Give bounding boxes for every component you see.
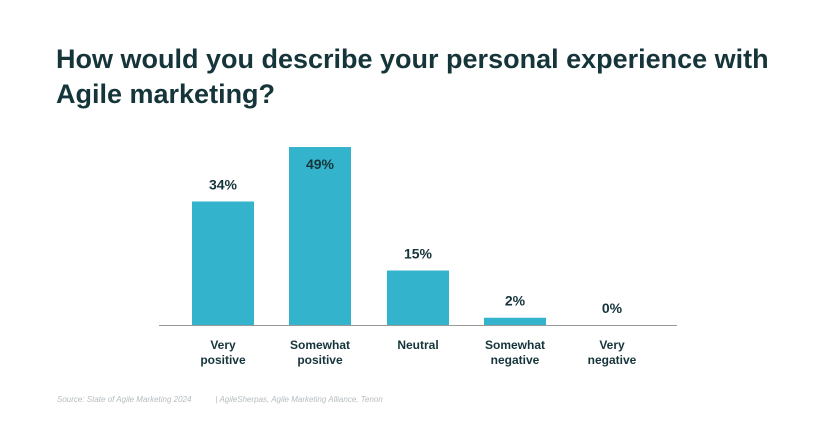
bar bbox=[289, 147, 351, 325]
category-label: negative bbox=[588, 353, 637, 367]
category-label: positive bbox=[200, 353, 246, 367]
category-label: Very bbox=[210, 338, 236, 352]
source-text: Source: State of Agile Marketing 2024 bbox=[57, 395, 192, 404]
category-label: positive bbox=[297, 353, 343, 367]
source-credits: | AgileSherpas, Agile Marketing Alliance… bbox=[215, 395, 383, 404]
category-label: Very bbox=[599, 338, 625, 352]
bar bbox=[387, 270, 449, 325]
category-label: Somewhat bbox=[290, 338, 350, 352]
category-label: negative bbox=[491, 353, 540, 367]
data-label: 0% bbox=[602, 300, 623, 316]
bar bbox=[484, 317, 546, 325]
source-note: Source: State of Agile Marketing 2024 | A… bbox=[57, 395, 383, 404]
data-label: 2% bbox=[505, 293, 526, 309]
category-label: Neutral bbox=[397, 338, 438, 352]
data-label: 34% bbox=[209, 176, 238, 192]
data-label: 15% bbox=[404, 246, 433, 262]
data-label: 49% bbox=[306, 156, 335, 172]
chart-title: How would you describe your personal exp… bbox=[56, 44, 769, 109]
bar bbox=[192, 201, 254, 325]
category-label: Somewhat bbox=[485, 338, 545, 352]
